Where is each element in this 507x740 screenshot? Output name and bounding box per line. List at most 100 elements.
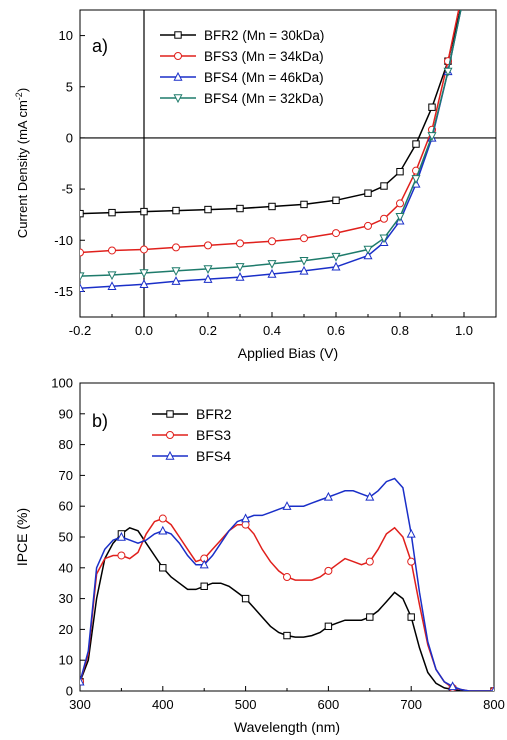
data-point	[117, 551, 126, 560]
x-tick-label: 800	[483, 697, 505, 712]
data-point	[364, 189, 372, 197]
data-point	[363, 245, 373, 255]
data-point	[203, 274, 213, 283]
data-point	[380, 182, 388, 190]
x-tick-label: 400	[152, 697, 174, 712]
data-point	[428, 103, 436, 111]
y-tick-label: 100	[51, 376, 73, 391]
data-point	[379, 234, 389, 244]
y-tick-label: 30	[59, 591, 73, 606]
x-tick-label: 0.8	[391, 323, 409, 338]
series-bfr2-0	[80, 526, 494, 691]
x-axis-label-a: Applied Bias (V)	[238, 345, 338, 361]
data-point	[107, 271, 117, 281]
data-point	[395, 213, 405, 222]
data-point	[365, 491, 375, 501]
data-point	[140, 207, 148, 216]
panel-label-b: b)	[92, 411, 108, 431]
legend-b: BFR2 BFS3 BFS4	[152, 406, 232, 464]
data-point	[172, 206, 180, 215]
legend-label: BFR2	[196, 406, 232, 422]
legend-a: BFR2 (Mn = 30kDa) BFS3 (Mn = 34kDa) BFS4 (…	[160, 28, 324, 106]
x-tick-label: 700	[400, 697, 422, 712]
data-point	[407, 613, 415, 621]
data-point	[236, 204, 244, 213]
zero-lines-a	[80, 10, 496, 317]
y-tick-label: 90	[59, 406, 73, 421]
data-point	[199, 559, 209, 569]
y-axis-label-a-close: )	[15, 88, 30, 92]
data-point	[80, 676, 85, 686]
data-point	[406, 528, 416, 538]
legend-label: BFS4 (Mn = 32kDa)	[204, 91, 324, 106]
data-point	[407, 557, 416, 566]
y-tick-label: 60	[59, 499, 73, 514]
legend-marker	[174, 31, 182, 39]
y-tick-label: 10	[59, 653, 73, 668]
data-point	[268, 237, 276, 246]
series-line	[80, 526, 494, 691]
data-point	[366, 613, 374, 621]
data-point	[267, 260, 277, 269]
data-point	[80, 248, 84, 257]
y-tick-label: 40	[59, 560, 73, 575]
data-point	[235, 271, 245, 281]
series-bfs3-1	[80, 514, 494, 691]
data-point	[241, 520, 250, 529]
data-point	[380, 214, 388, 223]
y-tick-label: -15	[54, 284, 73, 299]
series-line	[80, 10, 462, 277]
y-tick-label: 0	[66, 684, 73, 699]
data-point	[139, 269, 149, 279]
data-point	[448, 681, 458, 691]
legend-marker	[173, 94, 183, 104]
data-point	[107, 281, 117, 290]
data-point	[139, 279, 149, 288]
y-tick-label: 20	[59, 622, 73, 637]
series-b	[80, 477, 494, 691]
y-axis-label-a: Current Density (mA cm-2)	[14, 88, 30, 238]
data-point	[282, 501, 292, 510]
data-point	[267, 268, 277, 278]
data-point	[80, 272, 85, 282]
data-point	[108, 208, 116, 217]
legend-marker	[165, 450, 175, 460]
series-line	[80, 10, 462, 290]
y-tick-label: 70	[59, 468, 73, 483]
panel-b-ipce: b) 300 400 500 600 700 800 0 10 20 30 40 50 60 70 80 90…	[14, 376, 505, 736]
legend-marker	[174, 52, 182, 60]
legend-marker	[166, 431, 174, 439]
data-point	[172, 243, 180, 252]
x-tick-label: 500	[235, 697, 257, 712]
data-point	[299, 257, 309, 266]
data-point	[158, 525, 168, 535]
data-point	[158, 514, 167, 523]
y-axis-label-a-main: Current Density (mA cm	[15, 100, 30, 238]
legend-label: BFS3 (Mn = 34kDa)	[204, 49, 324, 64]
panel-label-a: a)	[92, 36, 108, 56]
series-line	[80, 10, 462, 215]
y-tick-label: 0	[66, 130, 73, 145]
data-point	[324, 622, 333, 631]
data-point	[200, 582, 208, 590]
data-point	[300, 200, 308, 209]
legend-label: BFS4 (Mn = 46kDa)	[204, 70, 324, 85]
data-point	[171, 276, 181, 285]
x-tick-label: -0.2	[69, 323, 91, 338]
y-axis-label-b: IPCE (%)	[14, 508, 30, 566]
y-tick-label: 50	[59, 530, 73, 545]
axis-ticks-a: -0.2 0.0 0.2 0.4 0.6 0.8 1.0 -15 -10 -5 0 5 10	[54, 28, 473, 338]
y-tick-label: 80	[59, 437, 73, 452]
data-point	[241, 513, 251, 523]
y-tick-label: -5	[61, 182, 73, 197]
data-point	[412, 140, 420, 148]
data-point	[283, 573, 291, 582]
data-point	[203, 265, 213, 274]
data-point	[268, 202, 276, 211]
data-point	[396, 199, 404, 208]
data-point	[332, 196, 340, 205]
x-tick-label: 600	[318, 697, 340, 712]
legend-marker	[166, 410, 174, 418]
legend-label: BFS4	[196, 448, 231, 464]
data-point	[241, 594, 250, 603]
